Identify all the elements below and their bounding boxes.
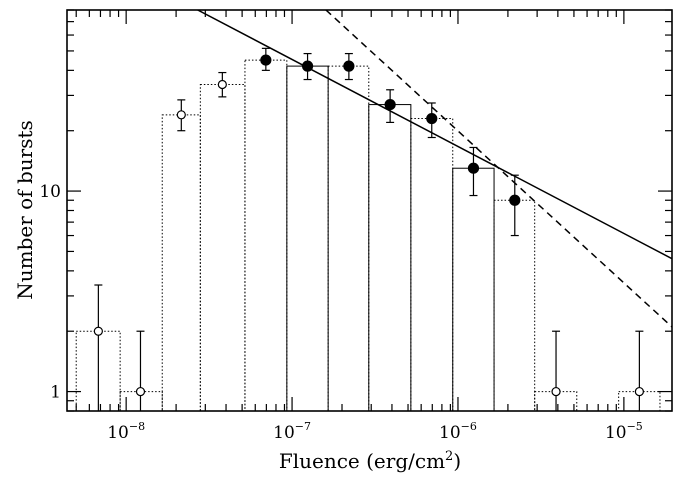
data-point-2	[176, 110, 186, 120]
data-point-7	[384, 98, 396, 111]
plot-layer	[75, 10, 672, 411]
histogram-bar-9	[452, 167, 495, 411]
data-point-9	[467, 162, 480, 174]
data-point-6	[343, 60, 355, 72]
data-point-10	[509, 194, 521, 206]
histogram-bar-7	[368, 104, 412, 411]
data-point-4	[260, 54, 272, 66]
data-point-0	[93, 326, 103, 336]
data-point-11	[551, 386, 561, 397]
data-point-8	[426, 112, 438, 125]
histogram-bar-2	[161, 114, 201, 411]
axis-ticks	[67, 9, 672, 412]
x-tick-label-2: 10−6	[439, 420, 477, 443]
x-tick-label-3: 10−5	[605, 420, 643, 443]
data-point-3	[217, 79, 227, 90]
y-tick-label-1: 10	[39, 182, 61, 202]
x-axis-title: Fluence (erg/cm2)	[279, 449, 461, 473]
y-tick-label-0: 1	[50, 383, 61, 403]
histogram-bar-5	[286, 65, 329, 411]
y-axis-title: Number of bursts	[13, 120, 37, 300]
histogram-bar-4	[244, 59, 288, 411]
fit-line-dashed	[325, 10, 672, 328]
data-point-12	[634, 386, 644, 397]
x-tick-label-1: 10−7	[273, 420, 311, 443]
x-tick-label-0: 10−8	[107, 420, 145, 443]
data-point-5	[301, 60, 314, 72]
fit-line-solid	[197, 10, 672, 260]
data-point-1	[135, 386, 146, 397]
tick-labels: 10−8 10−7 10−6 10−5 1 10	[39, 182, 642, 443]
histogram-bar-10	[493, 199, 536, 411]
histogram-bar-3	[199, 84, 246, 411]
histogram-bar-6	[327, 65, 370, 411]
histogram-bar-8	[410, 118, 454, 411]
